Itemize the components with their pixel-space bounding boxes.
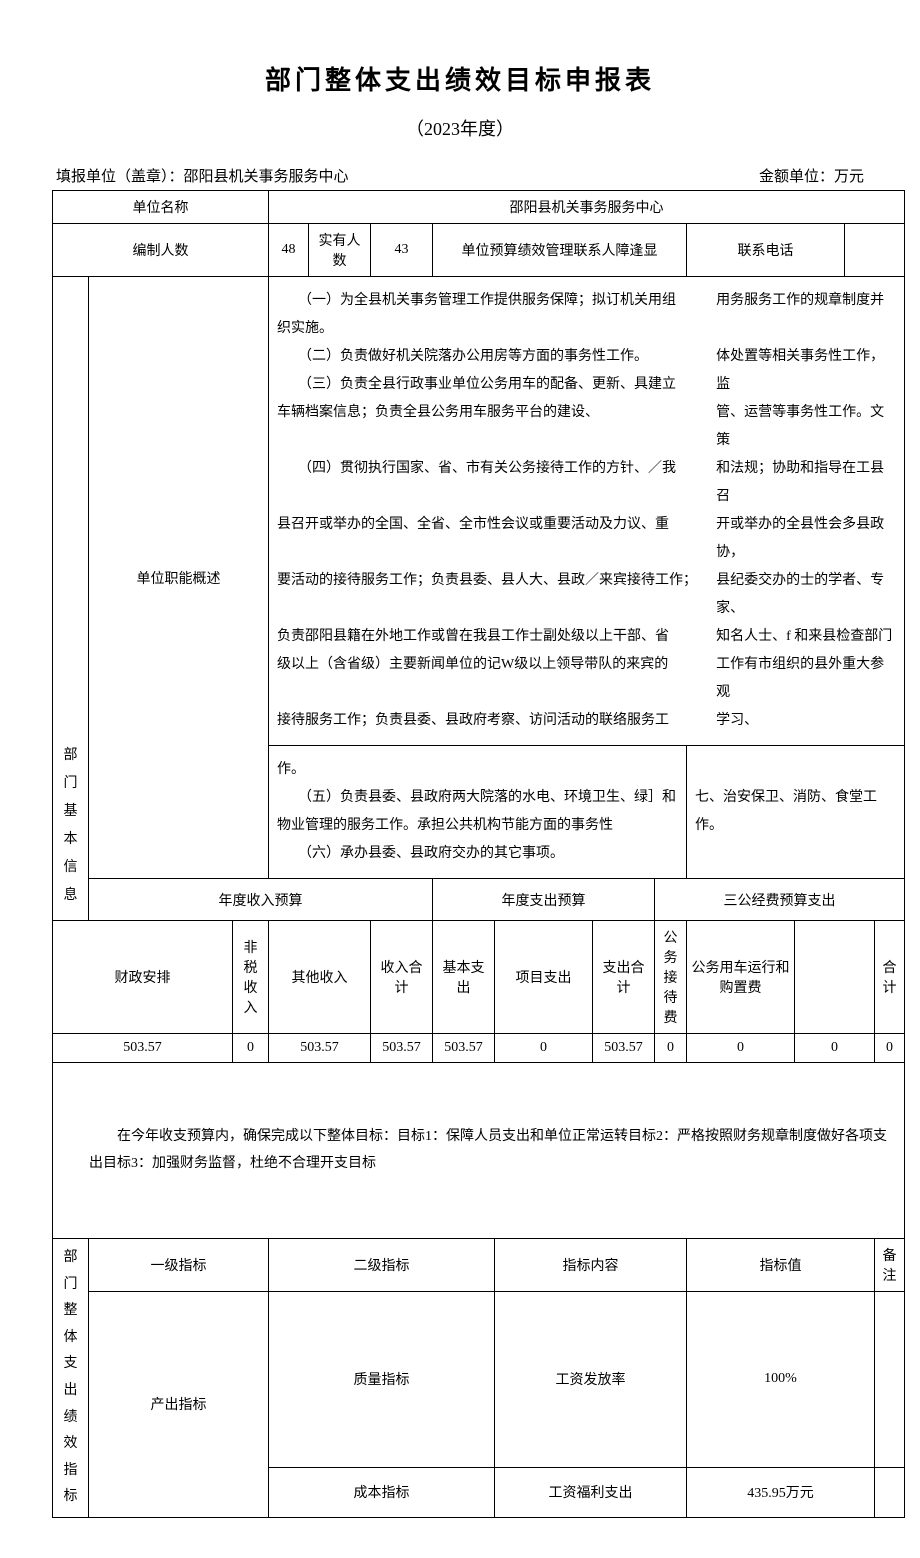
r1-note <box>875 1292 905 1468</box>
col-reception: 公务接待费 <box>655 921 687 1034</box>
val-expend-total: 503.57 <box>593 1034 655 1063</box>
amount-unit: 金额单位：万元 <box>759 165 864 186</box>
val-finance: 503.57 <box>53 1034 233 1063</box>
side-indicator: 部门整体支出绩效指标 <box>53 1239 89 1518</box>
table-row: 编制人数 48 实有人数 43 单位预算绩效管理联系人障逢显 联系电话 <box>53 224 905 277</box>
col-nontax: 非税收入 <box>233 921 269 1034</box>
val-income-total: 503.57 <box>371 1034 433 1063</box>
duty-description: （一）为全县机关事务管理工作提供服务保障；拟订机关用组用务服务工作的规章制度并 … <box>269 277 905 746</box>
col-project: 项目支出 <box>495 921 593 1034</box>
r2-content: 工资福利支出 <box>495 1467 687 1517</box>
lvl1-label: 产出指标 <box>89 1292 269 1518</box>
val-vehicle: 0 <box>687 1034 795 1063</box>
staff-planned: 48 <box>269 224 309 277</box>
val-total: 0 <box>875 1034 905 1063</box>
r1-content: 工资发放率 <box>495 1292 687 1468</box>
val-reception: 0 <box>655 1034 687 1063</box>
header-line: 填报单位（盖章）：邵阳县机关事务服务中心 金额单位：万元 <box>52 165 868 186</box>
h1-label: 一级指标 <box>89 1239 269 1292</box>
table-row: 在今年收支预算内，确保完成以下整体目标：目标1：保障人员支出和单位正常运转目标2… <box>53 1063 905 1239</box>
r1-l2: 质量指标 <box>269 1292 495 1468</box>
year-label: （2023年度） <box>52 115 868 141</box>
col-finance: 财政安排 <box>53 921 233 1034</box>
col-income-total: 收入合计 <box>371 921 433 1034</box>
side-dept-basic: 部门基本信息 <box>53 277 89 921</box>
col-vehicle: 公务用车运行和购置费 <box>687 921 795 1034</box>
table-row: 部门基本信息 单位职能概述 （一）为全县机关事务管理工作提供服务保障；拟订机关用… <box>53 277 905 746</box>
val-basic: 503.57 <box>433 1034 495 1063</box>
h4-label: 指标值 <box>687 1239 875 1292</box>
col-basic: 基本支出 <box>433 921 495 1034</box>
val-nontax: 0 <box>233 1034 269 1063</box>
val-project: 0 <box>495 1034 593 1063</box>
fill-unit: 填报单位（盖章）：邵阳县机关事务服务中心 <box>56 165 349 186</box>
r2-val: 435.95万元 <box>687 1467 875 1517</box>
table-row: 单位名称 邵阳县机关事务服务中心 <box>53 191 905 224</box>
staff-label: 编制人数 <box>53 224 269 277</box>
unit-name: 邵阳县机关事务服务中心 <box>269 191 905 224</box>
goals-text: 在今年收支预算内，确保完成以下整体目标：目标1：保障人员支出和单位正常运转目标2… <box>53 1063 905 1239</box>
h2-label: 二级指标 <box>269 1239 495 1292</box>
col-other: 其他收入 <box>269 921 371 1034</box>
page-title: 部门整体支出绩效目标申报表 <box>52 60 868 97</box>
table-row: 产出指标 质量指标 工资发放率 100% <box>53 1292 905 1468</box>
col-abroad <box>795 921 875 1034</box>
table-row: 503.57 0 503.57 503.57 503.57 0 503.57 0… <box>53 1034 905 1063</box>
table-row: 年度收入预算 年度支出预算 三公经费预算支出 <box>53 879 905 921</box>
r1-val: 100% <box>687 1292 875 1468</box>
staff-actual-label: 实有人数 <box>309 224 371 277</box>
val-other: 503.57 <box>269 1034 371 1063</box>
income-header: 年度收入预算 <box>89 879 433 921</box>
expend-header: 年度支出预算 <box>433 879 655 921</box>
r2-note <box>875 1467 905 1517</box>
three-header: 三公经费预算支出 <box>655 879 905 921</box>
h5-label: 备注 <box>875 1239 905 1292</box>
table-row: 财政安排 非税收入 其他收入 收入合计 基本支出 项目支出 支出合计 公务接待费… <box>53 921 905 1034</box>
duty-description-2r: 七、治安保卫、消防、食堂工 作。 <box>687 746 905 879</box>
col-expend-total: 支出合计 <box>593 921 655 1034</box>
col-total: 合计 <box>875 921 905 1034</box>
main-table: 单位名称 邵阳县机关事务服务中心 编制人数 48 实有人数 43 单位预算绩效管… <box>52 190 905 1518</box>
table-row: 部门整体支出绩效指标 一级指标 二级指标 指标内容 指标值 备注 <box>53 1239 905 1292</box>
phone-label: 联系电话 <box>687 224 845 277</box>
phone-value <box>845 224 905 277</box>
r2-l2: 成本指标 <box>269 1467 495 1517</box>
duty-label: 单位职能概述 <box>89 277 269 879</box>
staff-actual: 43 <box>371 224 433 277</box>
duty-description-2: 作。 （五）负责县委、县政府两大院落的水电、环境卫生、绿］和 物业管理的服务工作… <box>269 746 687 879</box>
val-abroad: 0 <box>795 1034 875 1063</box>
h3-label: 指标内容 <box>495 1239 687 1292</box>
contact-label: 单位预算绩效管理联系人障逢显 <box>433 224 687 277</box>
unit-name-label: 单位名称 <box>53 191 269 224</box>
